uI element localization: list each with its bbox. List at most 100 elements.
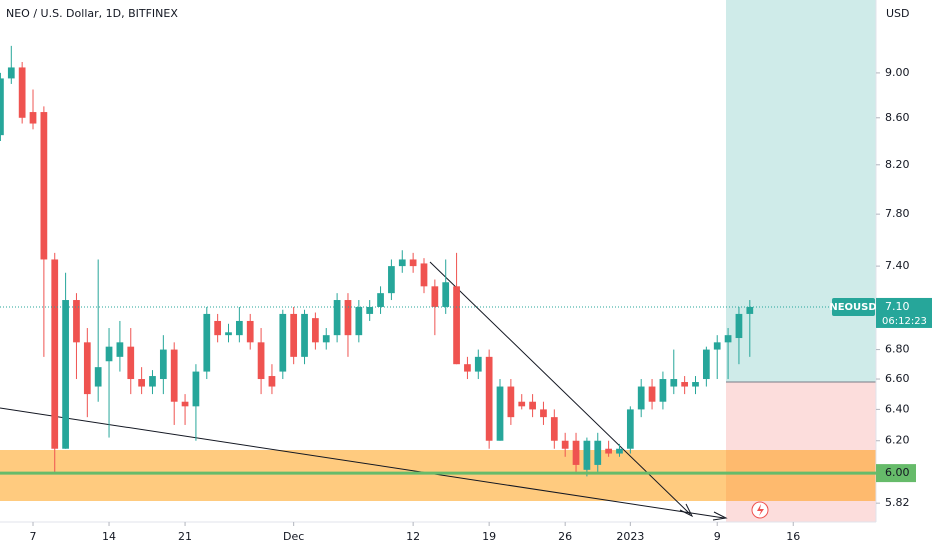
candle-body: [268, 376, 276, 387]
y-tick-label: 6.20: [885, 434, 910, 447]
candle-body: [550, 417, 558, 441]
x-tick-label: 2023: [616, 530, 644, 543]
x-tick-label: 12: [406, 530, 420, 543]
candle-body: [322, 335, 330, 343]
event-icon-bolt: [757, 504, 764, 516]
x-tick-label: 9: [714, 530, 721, 543]
candle-body: [735, 313, 743, 339]
currency-label: USD: [886, 7, 910, 20]
candle-body: [616, 448, 623, 454]
candle-body: [344, 300, 352, 336]
candle-body: [746, 306, 754, 314]
candle-body: [518, 401, 526, 407]
candle-body: [51, 259, 59, 449]
candle-body: [138, 379, 145, 387]
candle-body: [572, 440, 580, 465]
candle-body: [40, 112, 48, 260]
y-tick-label: 6.80: [885, 343, 910, 356]
candle-body: [474, 356, 482, 372]
profit-zone: [726, 0, 876, 382]
candle-body: [225, 332, 232, 336]
candle-body: [116, 342, 124, 357]
candle-body: [713, 342, 721, 350]
candles: [0, 45, 754, 477]
candle-body: [398, 259, 406, 267]
candle-body: [507, 386, 515, 418]
candle-body: [235, 320, 243, 336]
x-tick-label: 21: [178, 530, 192, 543]
y-tick-label: 9.00: [885, 66, 910, 79]
candle-body: [246, 320, 254, 343]
x-tick-label: 16: [786, 530, 800, 543]
candle-body: [637, 386, 645, 410]
candle-body: [192, 371, 200, 407]
candle-body: [301, 313, 308, 357]
x-tick-label: 26: [558, 530, 572, 543]
y-tick-label: 7.80: [885, 207, 910, 220]
support-zone: [0, 450, 876, 501]
candle-body: [257, 342, 265, 380]
candle-body: [409, 259, 417, 267]
candle-body: [431, 286, 439, 307]
candle-body: [605, 448, 612, 454]
candle-body: [626, 409, 634, 449]
candle-body: [333, 300, 341, 336]
candle-body: [594, 440, 602, 465]
x-tick-label: 19: [482, 530, 496, 543]
candle-body: [670, 379, 678, 387]
candle-body: [540, 409, 547, 418]
candle-body: [442, 282, 450, 307]
candle-body: [214, 320, 222, 336]
candle-body: [159, 349, 167, 380]
y-tick-label: 6.60: [885, 372, 910, 385]
candle-body: [583, 440, 591, 470]
candle-body: [724, 335, 732, 343]
y-tick-label: 5.82: [885, 496, 910, 509]
candle-body: [149, 376, 156, 387]
candle-body: [681, 382, 689, 387]
countdown: 06:12:23: [882, 316, 927, 327]
x-tick-label: 14: [102, 530, 116, 543]
candle-body: [18, 67, 26, 118]
chart-title: NEO / U.S. Dollar, 1D, BITFINEX: [6, 7, 178, 20]
x-tick-label: 7: [30, 530, 37, 543]
candle-body: [203, 313, 211, 372]
candle-body: [388, 266, 395, 294]
candle-body: [464, 364, 471, 372]
candle-body: [453, 286, 460, 365]
candle-body: [0, 78, 4, 136]
y-tick-label: 8.20: [885, 158, 910, 171]
candle-body: [648, 386, 656, 402]
candle-body: [279, 313, 287, 372]
candle-body: [377, 293, 384, 307]
candle-body: [312, 318, 319, 343]
symbol-label-box: [832, 297, 875, 316]
candle-body: [127, 346, 135, 380]
horizontal-line-label: 6.00: [885, 466, 910, 479]
candle-body: [496, 386, 504, 441]
horizontal-line-label-box: [876, 464, 916, 483]
candle-body: [73, 300, 80, 343]
candle-body: [366, 306, 374, 314]
trend-line: [0, 407, 725, 519]
candle-body: [105, 346, 113, 362]
candle-body: [355, 306, 363, 336]
candle-body: [181, 401, 189, 407]
y-tick-label: 8.60: [885, 111, 910, 124]
y-tick-label: 6.40: [885, 402, 910, 415]
candle-body: [485, 356, 493, 441]
candle-body: [420, 263, 428, 287]
candle-body: [659, 379, 667, 402]
candle-body: [62, 300, 69, 449]
last-price-box: [876, 297, 932, 328]
x-tick-label: Dec: [283, 530, 304, 543]
last-price-label: 7.10: [885, 300, 910, 313]
arrow-head: [679, 503, 694, 518]
candle-body: [7, 67, 15, 79]
candle-body: [529, 401, 536, 410]
candle-body: [290, 313, 298, 357]
candle-body: [94, 367, 102, 387]
arrow-head: [712, 511, 728, 521]
candle-body: [692, 382, 699, 387]
